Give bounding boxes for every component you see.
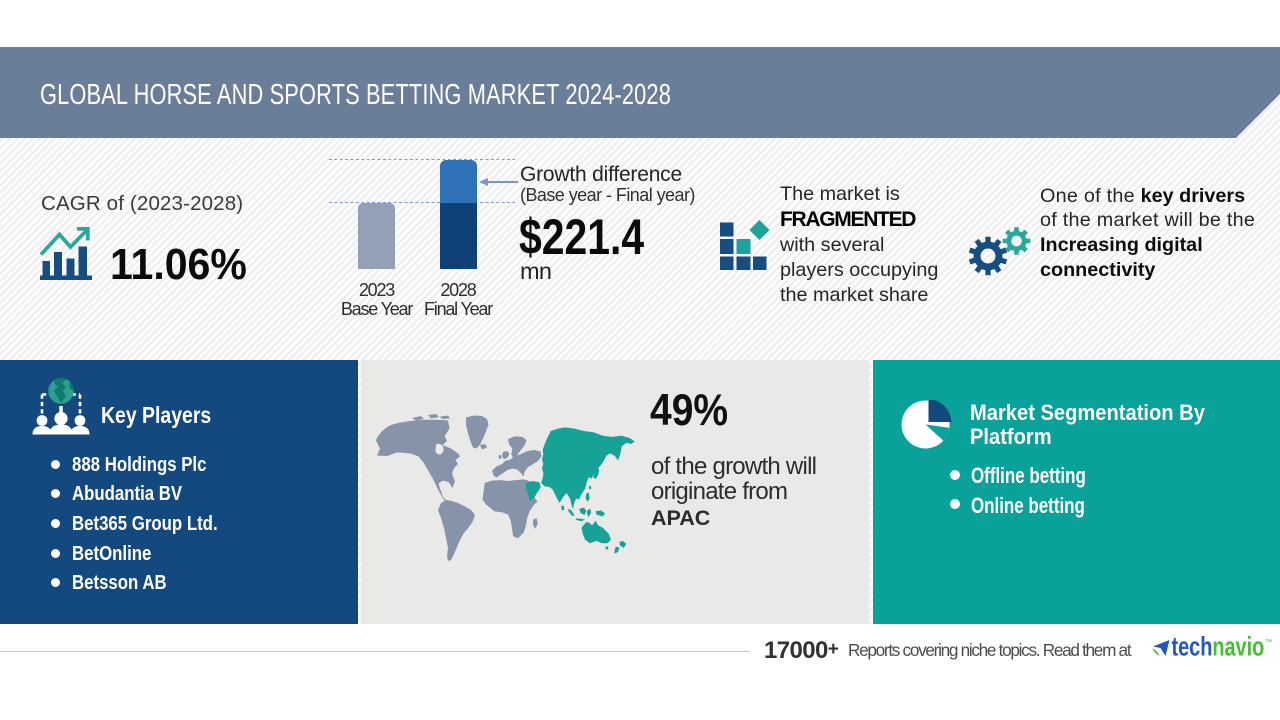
svg-text:technavio: technavio (1172, 634, 1265, 661)
svg-text:™: ™ (1265, 639, 1272, 646)
